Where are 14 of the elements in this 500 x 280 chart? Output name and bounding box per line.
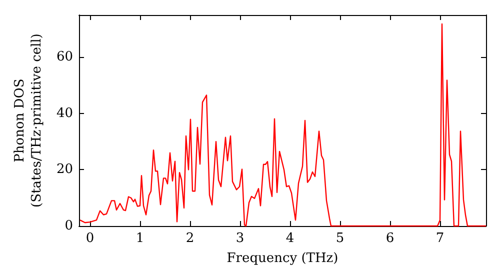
x-tick-label: 3 xyxy=(236,231,244,246)
x-tick-label: 2 xyxy=(186,231,194,246)
x-tick-label: 1 xyxy=(136,231,144,246)
y-tick-label: 40 xyxy=(56,106,73,121)
x-tick-label: 5 xyxy=(336,231,344,246)
y-tick-label: 20 xyxy=(56,162,73,178)
x-tick-label: 4 xyxy=(286,231,294,246)
x-axis-title: Frequency (THz) xyxy=(226,251,338,266)
y-axis-title: Phonon DOS (States/THz·primitive cell) xyxy=(12,33,45,208)
x-tick-label: 6 xyxy=(386,231,394,246)
x-tick-label: 7 xyxy=(436,231,444,246)
y-tick-label: 60 xyxy=(56,50,73,65)
y-tick-label: 0 xyxy=(64,218,73,234)
x-tick-label: 0 xyxy=(86,231,94,246)
